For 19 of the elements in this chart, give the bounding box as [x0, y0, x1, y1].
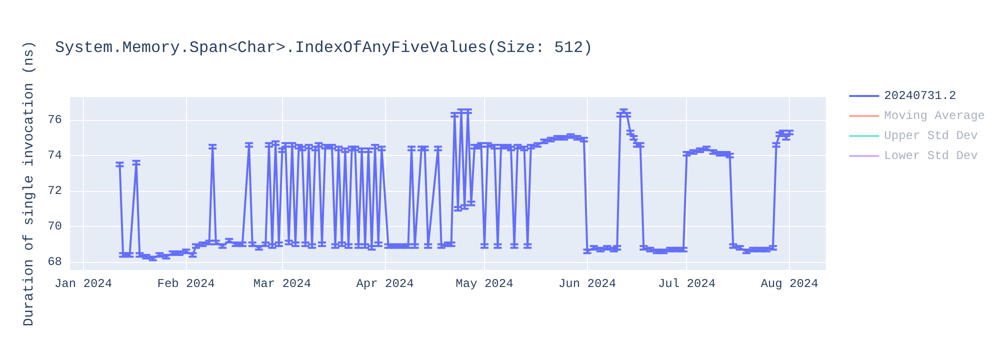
x-tick-label: Jun 2024 [558, 277, 616, 291]
x-tick-label: Apr 2024 [356, 277, 414, 291]
legend-label: Lower Std Dev [884, 149, 978, 163]
y-axis-title: Duration of single invocation (ns) [22, 40, 38, 326]
y-tick-label: 70 [48, 220, 62, 234]
y-tick-label: 74 [48, 148, 62, 163]
legend-label: Moving Average [884, 109, 986, 123]
x-tick-label: May 2024 [456, 277, 514, 291]
legend-label: 20240731.2 [884, 89, 956, 103]
x-tick-label: Mar 2024 [253, 277, 312, 291]
x-tick-label: Aug 2024 [760, 277, 818, 291]
y-tick-label: 76 [48, 113, 62, 128]
y-tick-label: 72 [48, 184, 62, 198]
y-tick-label: 68 [48, 255, 62, 270]
x-tick-label: Feb 2024 [157, 277, 215, 291]
chart-title: System.Memory.Span<Char>.IndexOfAnyFiveValues(Size: 512) [55, 39, 593, 57]
x-tick-label: Jul 2024 [658, 277, 716, 291]
x-tick-label: Jan 2024 [54, 277, 112, 291]
legend-label: Upper Std Dev [884, 129, 978, 143]
